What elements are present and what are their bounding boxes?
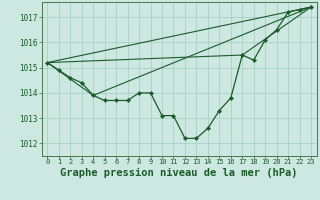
X-axis label: Graphe pression niveau de la mer (hPa): Graphe pression niveau de la mer (hPa) bbox=[60, 168, 298, 178]
